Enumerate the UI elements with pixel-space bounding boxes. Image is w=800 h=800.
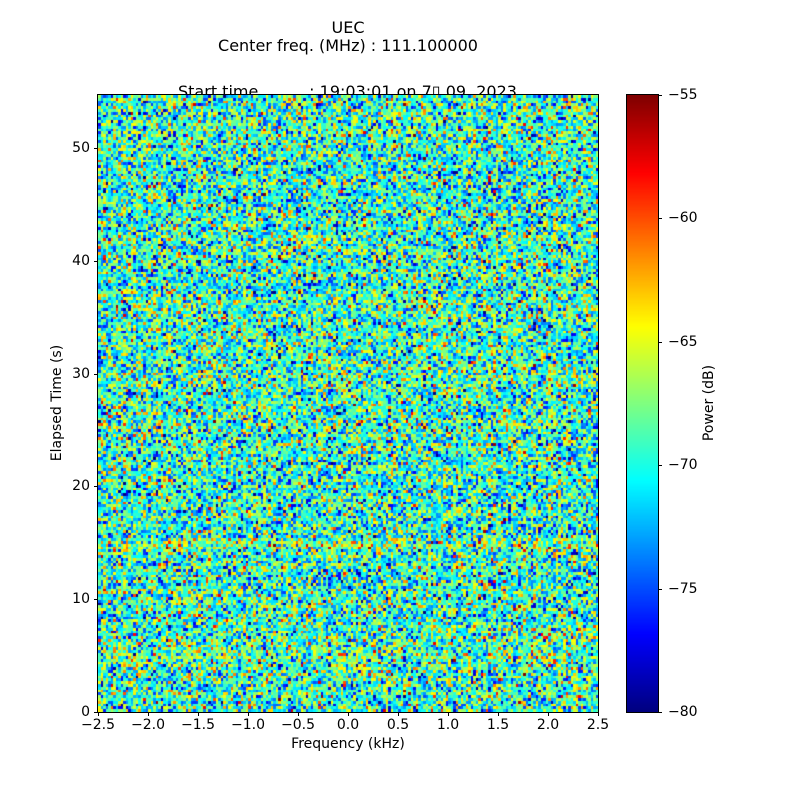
y-tick-label: 50 xyxy=(72,140,90,156)
x-tick-label: 1.0 xyxy=(436,717,460,733)
y-tick-label: 40 xyxy=(72,252,90,269)
tick-mark xyxy=(658,95,662,96)
tick-mark xyxy=(94,599,98,601)
colorbar-tick-label: −75 xyxy=(668,580,698,597)
colorbar-label: Power (dB) xyxy=(701,364,717,442)
tick-mark xyxy=(498,712,499,716)
tick-mark xyxy=(598,712,599,716)
tick-mark xyxy=(658,341,662,343)
tick-mark xyxy=(198,712,199,716)
tick-mark xyxy=(94,712,98,713)
tick-mark xyxy=(94,260,98,262)
colorbar-tick-label: −65 xyxy=(668,333,698,350)
colorbar-tick-label: −70 xyxy=(668,457,698,474)
y-tick-label: 0 xyxy=(81,704,90,720)
tick-mark xyxy=(658,465,662,467)
y-tick-label: 20 xyxy=(72,478,90,495)
tick-mark xyxy=(94,373,98,375)
x-tick-label: −0.5 xyxy=(281,717,315,733)
figure-title: UEC xyxy=(331,18,365,37)
x-tick-label: −2.0 xyxy=(131,717,165,733)
tick-mark xyxy=(94,486,98,488)
tick-mark xyxy=(298,712,299,716)
x-tick-label: 2.5 xyxy=(586,717,610,733)
tick-mark xyxy=(98,712,99,716)
colorbar-tick-label: −55 xyxy=(668,87,698,103)
x-tick-label: −1.0 xyxy=(231,717,265,733)
tick-mark xyxy=(658,588,662,590)
x-tick-label: 2.0 xyxy=(536,717,560,733)
tick-mark xyxy=(548,712,549,716)
x-tick-label: −1.5 xyxy=(181,717,215,733)
x-tick-label: 0.5 xyxy=(386,717,410,733)
tick-mark xyxy=(348,712,349,716)
x-tick-label: 0.0 xyxy=(336,717,360,733)
y-tick-label: 30 xyxy=(72,365,90,382)
center-freq-line: Center freq. (MHz) : 111.100000 xyxy=(218,36,478,55)
x-tick-label: −2.5 xyxy=(81,717,115,733)
y-tick-label: 10 xyxy=(72,591,90,608)
colorbar-tick-label: −80 xyxy=(668,704,698,720)
spectrogram-heatmap xyxy=(97,94,599,713)
tick-mark xyxy=(658,712,662,713)
tick-mark xyxy=(148,712,149,716)
colorbar-tick-label: −60 xyxy=(668,210,698,227)
x-tick-label: 1.5 xyxy=(486,717,510,733)
tick-mark xyxy=(94,148,98,149)
x-axis-label: Frequency (kHz) xyxy=(291,736,405,752)
colorbar xyxy=(626,94,659,713)
tick-mark xyxy=(658,218,662,220)
tick-mark xyxy=(448,712,449,716)
y-axis-label: Elapsed Time (s) xyxy=(49,344,65,462)
tick-mark xyxy=(398,712,399,716)
tick-mark xyxy=(248,712,249,716)
